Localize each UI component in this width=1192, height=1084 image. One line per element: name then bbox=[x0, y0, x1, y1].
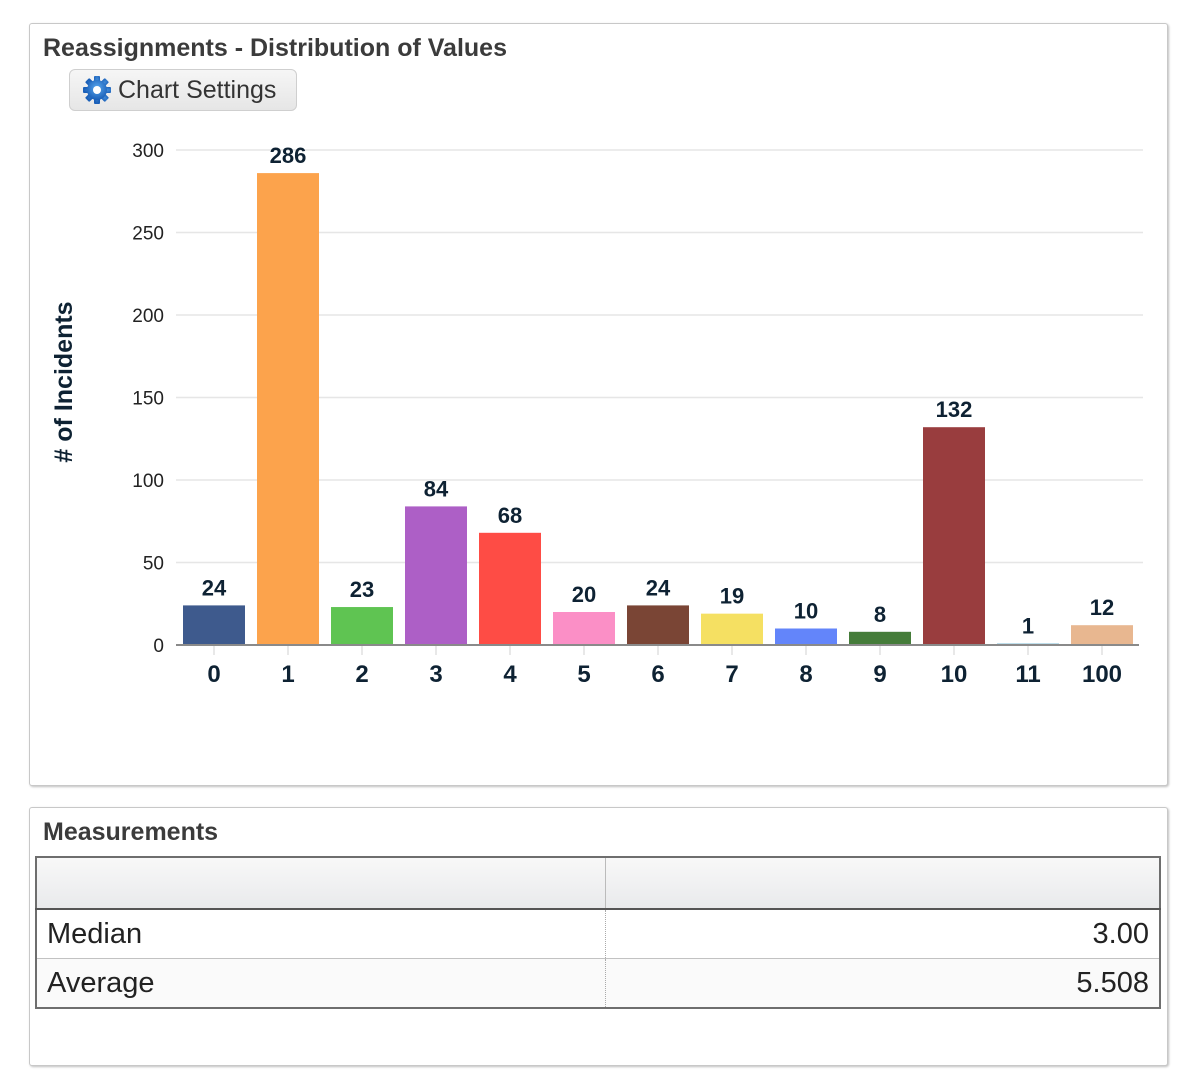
bar-5 bbox=[553, 612, 615, 645]
bar-100 bbox=[1071, 625, 1133, 645]
chart-settings-label: Chart Settings bbox=[118, 75, 277, 104]
chart-title: Reassignments - Distribution of Values bbox=[43, 34, 507, 62]
x-tick-label: 2 bbox=[355, 661, 368, 688]
column-header[interactable] bbox=[36, 857, 606, 910]
x-tick-label: 4 bbox=[503, 661, 517, 688]
bar-6 bbox=[627, 605, 689, 645]
y-tick-label: 50 bbox=[143, 554, 164, 575]
data-label: 1 bbox=[1022, 613, 1034, 638]
y-tick-label: 200 bbox=[132, 306, 164, 327]
x-tick-label: 100 bbox=[1082, 661, 1122, 688]
x-tick-label: 7 bbox=[725, 661, 738, 688]
axes bbox=[176, 644, 1139, 655]
column-header[interactable] bbox=[605, 857, 1160, 910]
bar-8 bbox=[775, 628, 837, 645]
measure-label-median: Median bbox=[36, 908, 606, 959]
measure-value-average: 5.508 bbox=[605, 958, 1160, 1008]
data-label: 132 bbox=[936, 397, 973, 422]
data-label: 20 bbox=[572, 582, 596, 607]
x-tick-label: 9 bbox=[873, 661, 886, 688]
x-tick-label: 5 bbox=[577, 661, 590, 688]
bar-4 bbox=[479, 532, 541, 645]
data-label: 286 bbox=[270, 143, 307, 168]
gridlines bbox=[176, 149, 1143, 564]
measure-value-median: 3.00 bbox=[605, 908, 1160, 959]
bar-7 bbox=[701, 613, 763, 645]
bar-1 bbox=[257, 173, 319, 645]
measurements-table: Median 3.00 Average 5.508 bbox=[35, 856, 1161, 1009]
x-tick-label: 3 bbox=[429, 661, 442, 688]
data-label: 84 bbox=[424, 476, 449, 501]
x-tick-label: 6 bbox=[651, 661, 664, 688]
bar-2 bbox=[331, 607, 393, 645]
data-label: 24 bbox=[646, 575, 671, 600]
x-tick-label: 11 bbox=[1015, 661, 1040, 688]
x-tick-label: 10 bbox=[941, 661, 968, 688]
measurements-title: Measurements bbox=[43, 818, 219, 846]
gear-icon bbox=[82, 75, 112, 105]
data-label: 8 bbox=[874, 602, 886, 627]
table-row: Median 3.00 bbox=[36, 908, 1160, 959]
y-tick-label: 0 bbox=[153, 636, 164, 657]
bars bbox=[183, 173, 1133, 645]
x-tick-label: 8 bbox=[799, 661, 812, 688]
chart-panel: Reassignments - Distribution of Values bbox=[29, 23, 1168, 786]
data-label: 68 bbox=[498, 503, 522, 528]
table-row: Average 5.508 bbox=[36, 958, 1160, 1008]
data-label: 24 bbox=[202, 575, 227, 600]
table-header-row bbox=[36, 857, 1160, 910]
bar-10 bbox=[923, 427, 985, 645]
y-tick-label: 250 bbox=[132, 224, 164, 245]
chart-settings-button[interactable]: Chart Settings bbox=[69, 69, 297, 111]
bar-3 bbox=[405, 506, 467, 645]
labels: 0501001502002503002402861232843684205246… bbox=[132, 141, 1122, 688]
data-label: 12 bbox=[1090, 595, 1114, 620]
x-tick-label: 0 bbox=[207, 661, 220, 688]
data-label: 19 bbox=[720, 584, 744, 609]
measure-label-average: Average bbox=[36, 958, 606, 1008]
data-label: 23 bbox=[350, 577, 374, 602]
y-axis-title: # of Incidents bbox=[50, 301, 78, 462]
bar-0 bbox=[183, 605, 245, 645]
y-tick-label: 300 bbox=[132, 141, 164, 162]
bar-9 bbox=[849, 631, 911, 645]
bar-chart: 0501001502002503002402861232843684205246… bbox=[50, 141, 1143, 688]
x-tick-label: 1 bbox=[281, 661, 294, 688]
measurements-panel: Measurements Median 3.00 Average 5.508 bbox=[29, 807, 1168, 1066]
y-tick-label: 150 bbox=[132, 389, 164, 410]
data-label: 10 bbox=[794, 599, 818, 624]
y-tick-label: 100 bbox=[132, 471, 164, 492]
